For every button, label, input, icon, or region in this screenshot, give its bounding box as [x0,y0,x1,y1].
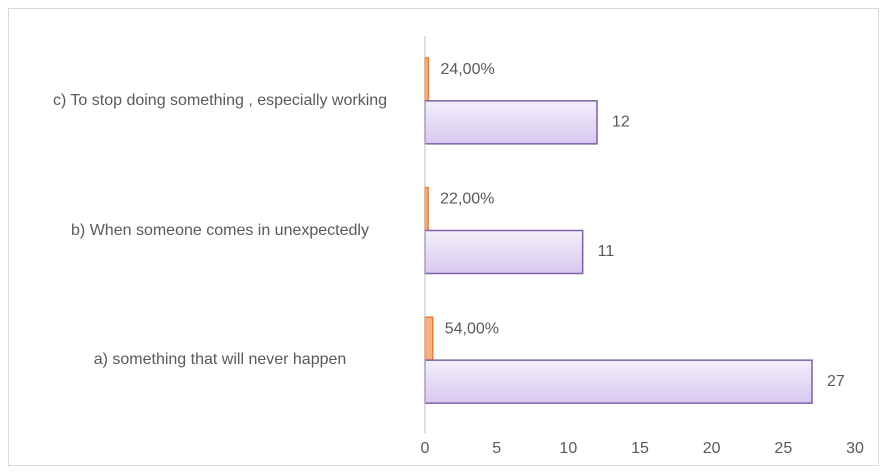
x-tick-label: 30 [846,440,864,457]
x-tick-label: 15 [631,440,649,457]
bar [424,316,434,361]
bar [424,359,813,404]
value-label: 54,00% [445,320,499,337]
value-label: 27 [827,373,845,390]
category-label: c) To stop doing something , especially … [52,91,388,109]
value-label: 24,00% [440,61,494,78]
x-tick-label: 20 [703,440,721,457]
chart-frame [8,8,879,466]
value-label: 11 [598,243,615,260]
value-label: 12 [612,114,630,131]
x-tick-label: 25 [774,440,792,457]
x-tick-label: 0 [421,440,430,457]
category-label: a) something that will never happen [93,351,347,369]
category-label: b) When someone comes in unexpectedly [71,221,369,239]
x-tick-label: 5 [492,440,501,457]
bar [424,100,598,145]
value-label: 22,00% [440,191,494,208]
bar [424,229,584,275]
x-tick-label: 10 [559,440,577,457]
bar [424,57,430,102]
